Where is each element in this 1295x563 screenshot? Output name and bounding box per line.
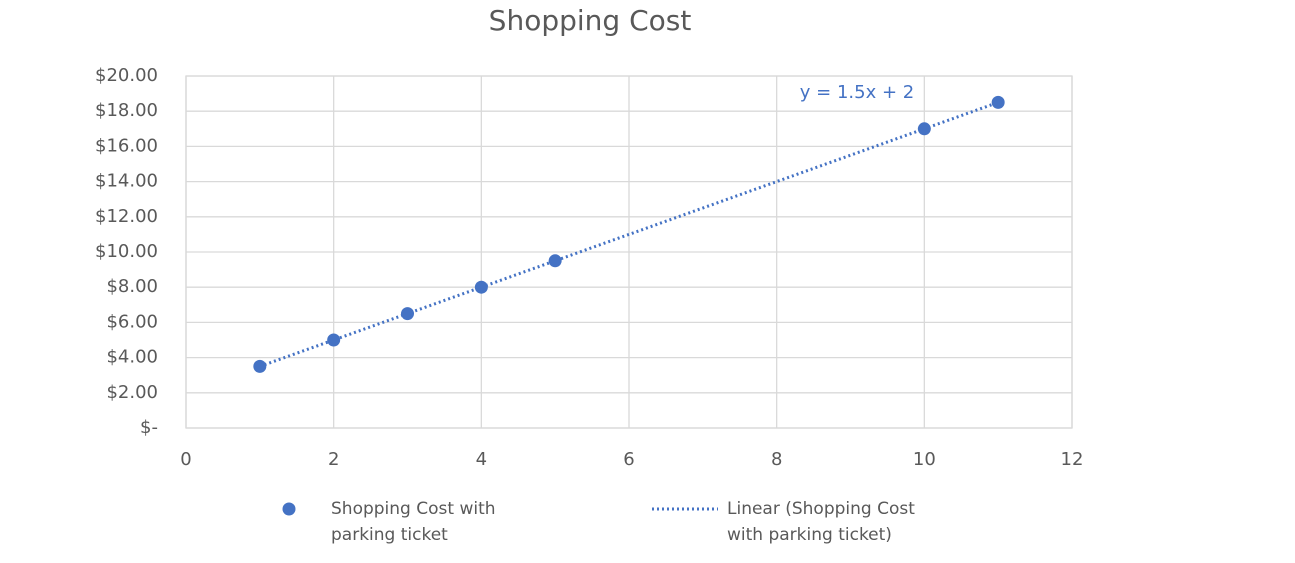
y-tick-label: $8.00 [106,276,158,297]
y-tick-label: $4.00 [106,347,158,368]
data-point [548,254,562,268]
y-tick-label: $14.00 [95,171,158,192]
data-point [327,333,341,347]
x-tick-label: 10 [913,449,936,470]
x-tick-label: 2 [328,449,339,470]
y-tick-label: $- [140,417,158,438]
y-tick-label: $18.00 [95,100,158,121]
y-tick-label: $2.00 [106,382,158,403]
data-point [401,307,414,321]
data-point [917,122,931,136]
y-tick-label: $10.00 [95,241,158,262]
x-tick-label: 4 [476,449,487,470]
legend-marker [282,502,296,516]
trendline-equation: y = 1.5x + 2 [800,82,914,103]
data-point [474,280,488,294]
x-tick-label: 8 [771,449,782,470]
plot-border [185,75,1073,429]
trendline [259,100,999,368]
x-tick-label: 0 [180,449,191,470]
data-point [253,359,267,373]
data-point [991,95,1005,109]
x-tick-label: 12 [1061,449,1084,470]
legend-label: Shopping Cost with parking ticket [331,499,501,545]
x-tick-label: 6 [623,449,634,470]
y-tick-label: $20.00 [95,65,158,86]
chart-title: Shopping Cost [489,4,692,37]
y-tick-label: $16.00 [95,135,158,156]
y-tick-label: $6.00 [106,311,158,332]
y-tick-label: $12.00 [95,206,158,227]
legend-label: Linear (Shopping Cost with parking ticke… [727,499,920,545]
